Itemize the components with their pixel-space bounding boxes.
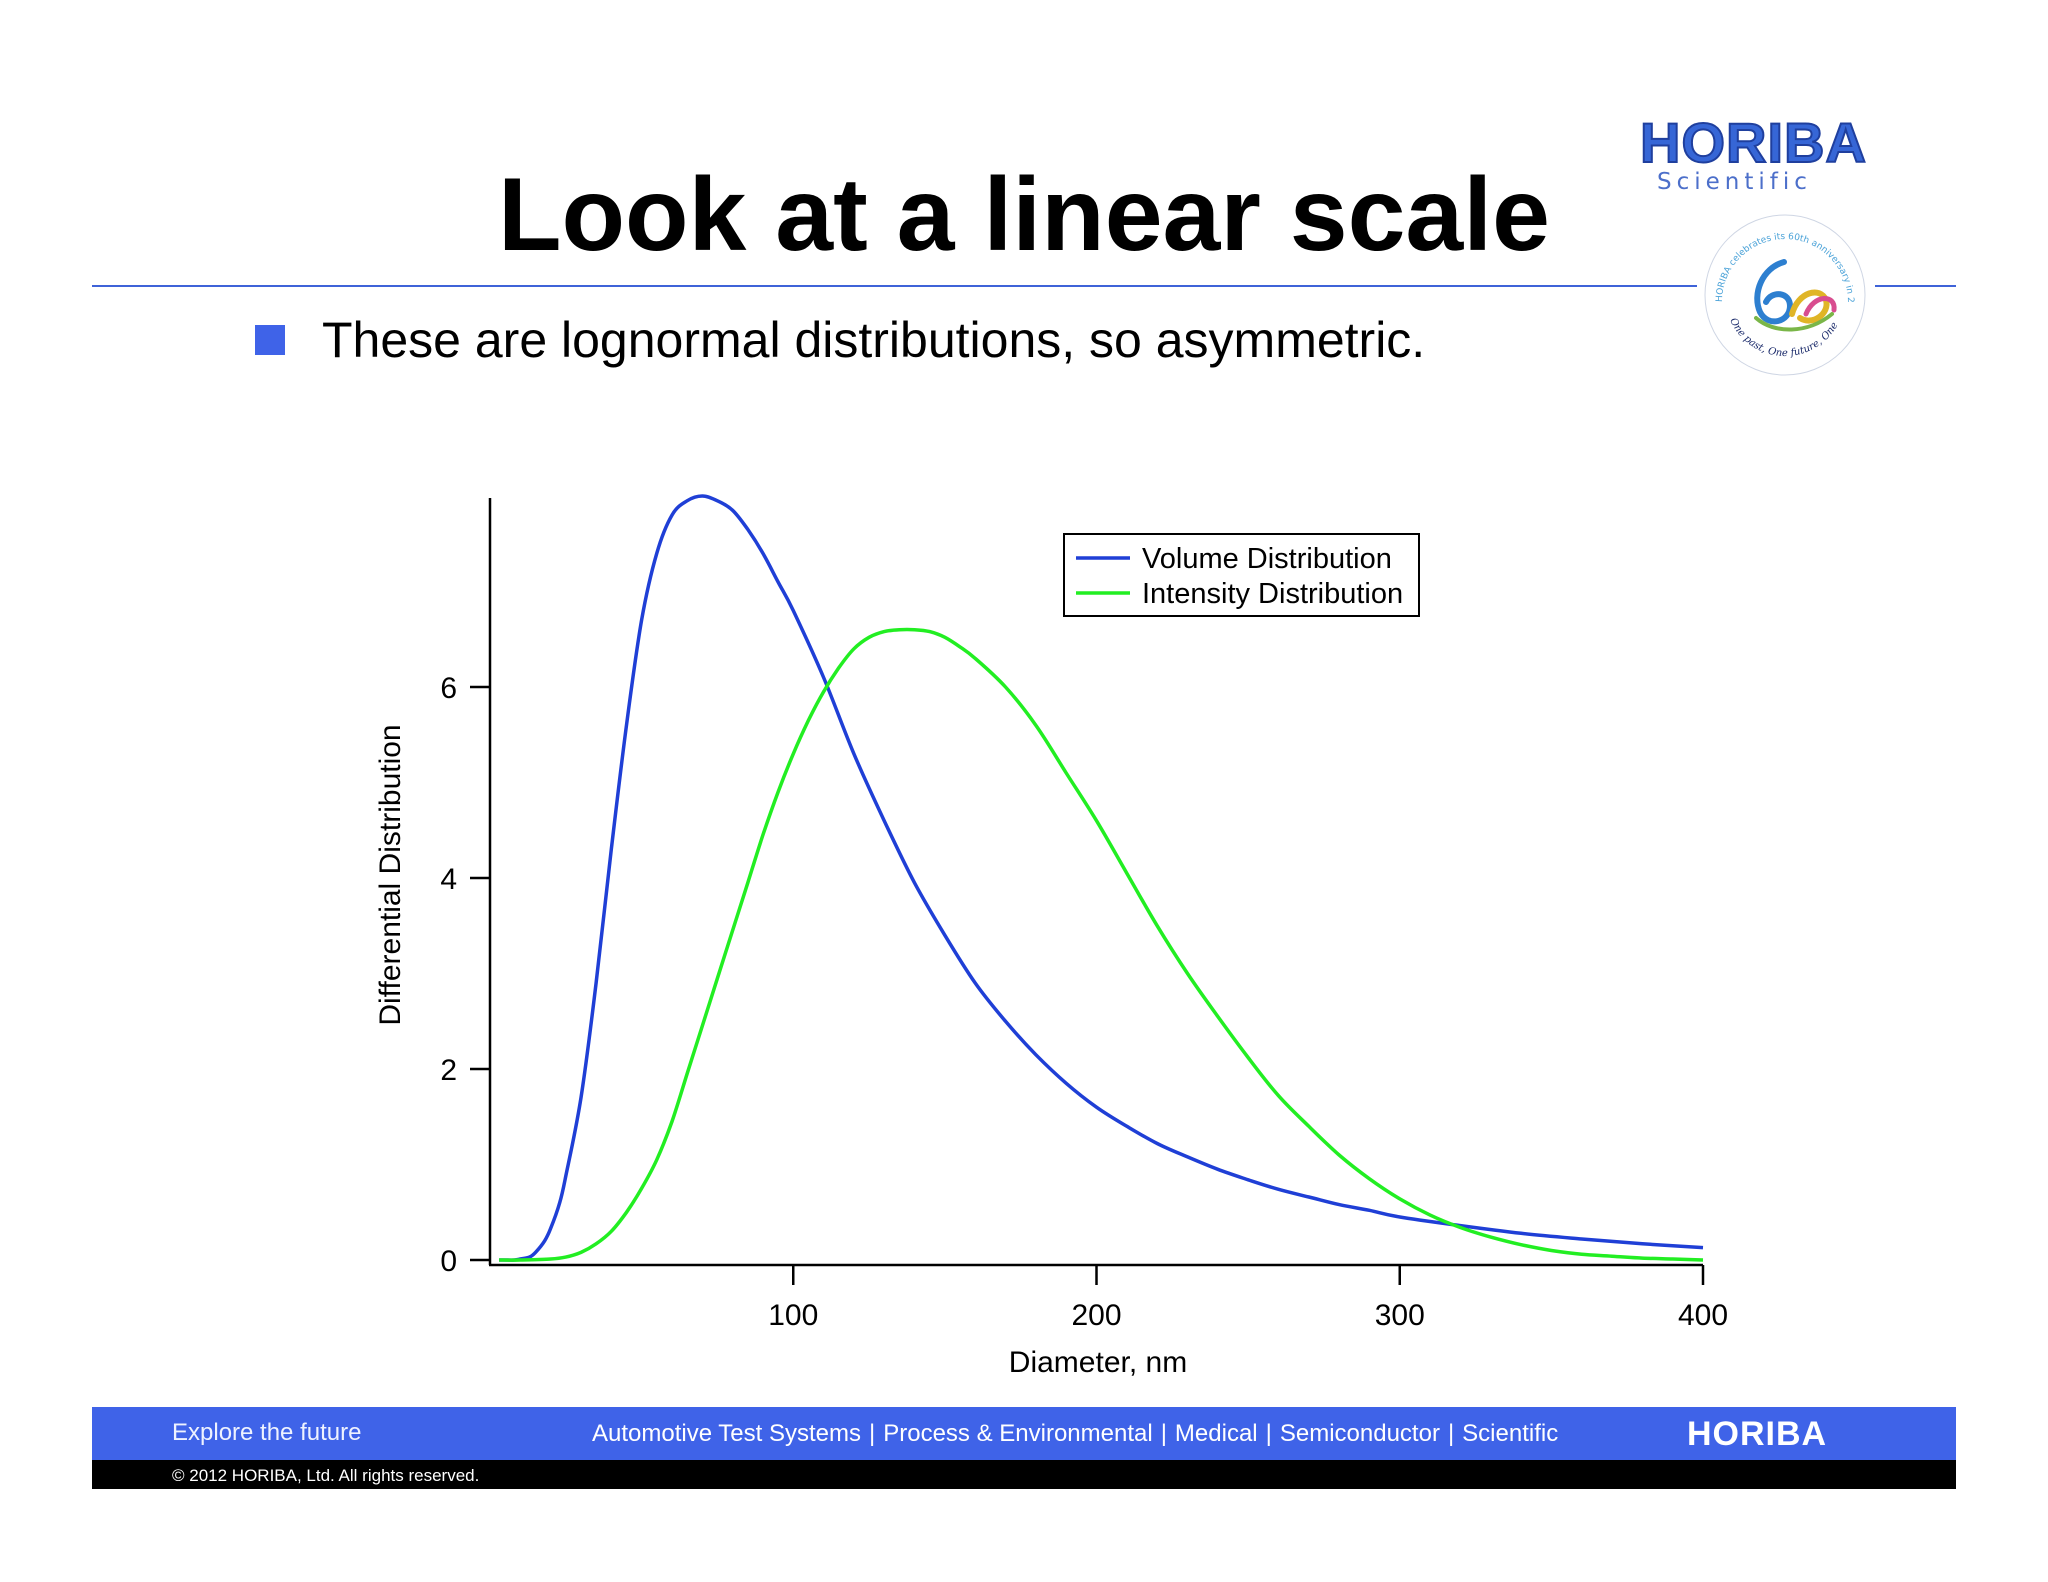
footer-separator: | <box>1160 1420 1167 1447</box>
bullet-item: These are lognormal distributions, so as… <box>255 308 1425 372</box>
footer-separator: | <box>1265 1420 1272 1447</box>
legend-label-intensity: Intensity Distribution <box>1142 578 1403 610</box>
y-axis-label: Differential Distribution <box>374 724 407 1025</box>
y-axis-ticks: 0 2 4 6 <box>440 672 490 1278</box>
logo-wordmark: HORIBA <box>1639 111 1867 174</box>
bullet-text: These are lognormal distributions, so as… <box>322 312 1426 368</box>
footer-horiba-logo: HORIBA <box>1687 1415 1828 1453</box>
x-tick-label: 200 <box>1071 1299 1121 1332</box>
x-tick-label: 300 <box>1375 1299 1425 1332</box>
title-divider-right <box>1875 285 1956 287</box>
footer-separator: | <box>1447 1420 1455 1447</box>
footer-tagline: Explore the future <box>172 1419 362 1446</box>
footer-division-automotive: Automotive Test Systems <box>592 1420 861 1447</box>
copyright-bar: © 2012 HORIBA, Ltd. All rights reserved. <box>92 1460 1956 1489</box>
intensity-distribution-line <box>499 627 1704 1262</box>
horiba-scientific-logo: HORIBA Scientific <box>1639 111 1930 196</box>
chart-legend: Volume Distribution Intensity Distributi… <box>1063 533 1420 617</box>
y-tick-label: 0 <box>440 1245 457 1278</box>
x-axis-label: Diameter, nm <box>1009 1346 1187 1379</box>
x-tick-label: 100 <box>768 1299 818 1332</box>
slide-title: Look at a linear scale <box>497 157 1551 273</box>
distribution-chart: 100 200 300 400 0 2 4 6 Diameter, nm Different… <box>374 494 1728 1379</box>
logo-subtext: Scientific <box>1657 169 1812 195</box>
bullet-marker <box>255 325 285 355</box>
footer-division-process: Process & Environmental <box>883 1420 1153 1447</box>
anniversary-seal-icon: HORIBA celebrates its 60th anniversary i… <box>1700 210 1866 376</box>
y-tick-label: 2 <box>440 1054 457 1087</box>
x-tick-label: 400 <box>1678 1299 1728 1332</box>
footer-division-semiconductor: Semiconductor <box>1279 1420 1440 1447</box>
y-tick-label: 6 <box>440 672 457 705</box>
legend-box <box>1063 533 1420 617</box>
series-layer <box>499 494 1704 1262</box>
footer-bar: Explore the future Automotive Test Syste… <box>92 1407 1956 1460</box>
x-axis-ticks: 100 200 300 400 <box>768 1265 1728 1332</box>
footer-separator: | <box>869 1420 876 1447</box>
volume-distribution-line <box>499 494 1704 1262</box>
copyright-text: © 2012 HORIBA, Ltd. All rights reserved. <box>172 1466 480 1485</box>
y-tick-label: 4 <box>440 863 457 896</box>
legend-label-volume: Volume Distribution <box>1142 543 1392 575</box>
title-divider-left <box>92 285 1697 287</box>
footer-divisions: Automotive Test Systems | Process & Enviro… <box>592 1420 1558 1448</box>
footer-division-medical: Medical <box>1174 1420 1258 1447</box>
footer-division-scientific: Scientific <box>1462 1420 1559 1447</box>
